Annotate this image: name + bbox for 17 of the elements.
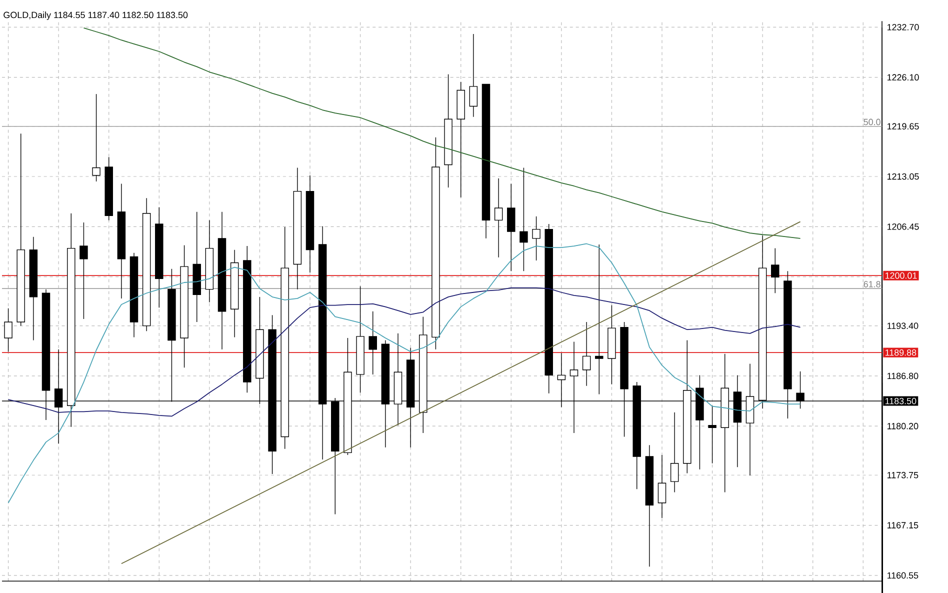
y-tick-label: 1206.45 — [887, 223, 919, 230]
ref-line-label: 1200.01 — [885, 272, 917, 279]
y-tick-label: 1173.75 — [887, 472, 918, 478]
chart-title: GOLD,Daily 1184.55 1187.40 1182.50 1183.50 — [4, 12, 188, 20]
ref-line-label: 1189.88 — [885, 349, 916, 356]
y-tick-label: 1219.65 — [887, 123, 919, 130]
y-tick-label: 1180.20 — [887, 422, 918, 430]
y-tick-label: 1160.55 — [887, 572, 918, 579]
y-tick-label: 1167.15 — [887, 522, 918, 528]
y-tick-label: 1232.70 — [887, 24, 919, 30]
y-tick-label: 1186.80 — [887, 372, 918, 380]
y-tick-label: 1226.10 — [887, 74, 919, 81]
annotation: 61.8 — [864, 281, 880, 288]
y-tick-label: 1213.05 — [887, 173, 919, 180]
ref-line-label: 1183.50 — [885, 398, 916, 404]
annotation: 50.0 — [864, 118, 880, 126]
y-tick-label: 1193.40 — [887, 322, 918, 329]
